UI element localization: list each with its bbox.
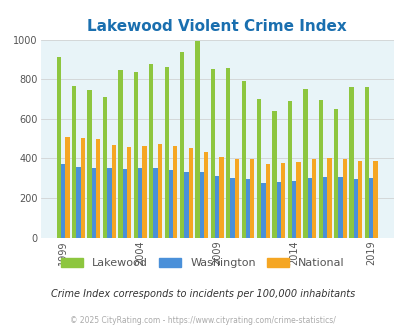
Bar [265,164,269,238]
Bar [287,101,291,238]
Bar [230,178,234,238]
Bar [127,147,131,238]
Bar [326,158,331,238]
Bar [364,87,368,238]
Bar [256,99,261,238]
Bar [149,64,153,238]
Bar [219,157,223,238]
Bar [138,168,142,238]
Bar [342,159,346,238]
Bar [373,161,377,238]
Bar [276,182,280,238]
Bar [291,181,296,238]
Bar [353,179,357,238]
Bar [87,90,92,238]
Bar [168,170,173,238]
Bar [142,146,146,238]
Bar [199,172,203,238]
Bar [311,159,315,238]
Bar [102,97,107,238]
Legend: Lakewood, Washington, National: Lakewood, Washington, National [57,253,348,273]
Bar [241,81,245,238]
Bar [158,144,162,238]
Bar [303,89,307,238]
Bar [76,167,81,238]
Bar [61,164,65,238]
Bar [226,68,230,238]
Bar [195,41,199,238]
Bar [215,176,219,238]
Bar [272,111,276,238]
Text: © 2025 CityRating.com - https://www.cityrating.com/crime-statistics/: © 2025 CityRating.com - https://www.city… [70,315,335,325]
Bar [296,162,300,238]
Bar [357,161,362,238]
Bar [188,148,192,238]
Bar [337,177,342,238]
Bar [322,177,326,238]
Bar [65,137,69,238]
Bar [111,145,115,238]
Bar [203,152,208,238]
Bar [234,159,239,238]
Title: Lakewood Violent Crime Index: Lakewood Violent Crime Index [87,19,346,34]
Bar [96,139,100,238]
Bar [72,86,76,238]
Bar [261,183,265,238]
Bar [107,168,111,238]
Text: Crime Index corresponds to incidents per 100,000 inhabitants: Crime Index corresponds to incidents per… [51,289,354,299]
Bar [280,163,285,238]
Bar [118,70,122,238]
Bar [349,87,353,238]
Bar [164,67,168,238]
Bar [368,178,373,238]
Bar [245,179,249,238]
Bar [210,69,215,238]
Bar [318,100,322,238]
Bar [133,72,138,238]
Bar [307,178,311,238]
Bar [122,169,127,238]
Bar [92,168,96,238]
Bar [179,52,184,238]
Bar [249,159,254,238]
Bar [153,168,158,238]
Bar [57,57,61,238]
Bar [81,138,85,238]
Bar [333,109,337,238]
Bar [184,172,188,238]
Bar [173,146,177,238]
